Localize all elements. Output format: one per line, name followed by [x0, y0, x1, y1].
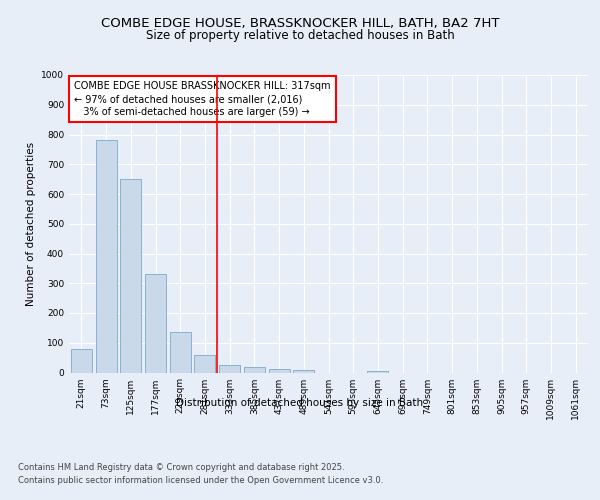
- Bar: [293, 370, 314, 372]
- Bar: [367, 371, 388, 372]
- Text: Contains public sector information licensed under the Open Government Licence v3: Contains public sector information licen…: [18, 476, 383, 485]
- Bar: [145, 274, 166, 372]
- Text: Contains HM Land Registry data © Crown copyright and database right 2025.: Contains HM Land Registry data © Crown c…: [18, 462, 344, 471]
- Bar: [244, 367, 265, 372]
- Text: Distribution of detached houses by size in Bath: Distribution of detached houses by size …: [176, 398, 424, 407]
- Text: COMBE EDGE HOUSE BRASSKNOCKER HILL: 317sqm
← 97% of detached houses are smaller : COMBE EDGE HOUSE BRASSKNOCKER HILL: 317s…: [74, 81, 331, 118]
- Bar: [219, 365, 240, 372]
- Y-axis label: Number of detached properties: Number of detached properties: [26, 142, 35, 306]
- Bar: [120, 179, 141, 372]
- Bar: [95, 140, 116, 372]
- Text: Size of property relative to detached houses in Bath: Size of property relative to detached ho…: [146, 29, 454, 42]
- Bar: [194, 354, 215, 372]
- Bar: [170, 332, 191, 372]
- Bar: [71, 348, 92, 372]
- Bar: [269, 369, 290, 372]
- Text: COMBE EDGE HOUSE, BRASSKNOCKER HILL, BATH, BA2 7HT: COMBE EDGE HOUSE, BRASSKNOCKER HILL, BAT…: [101, 18, 499, 30]
